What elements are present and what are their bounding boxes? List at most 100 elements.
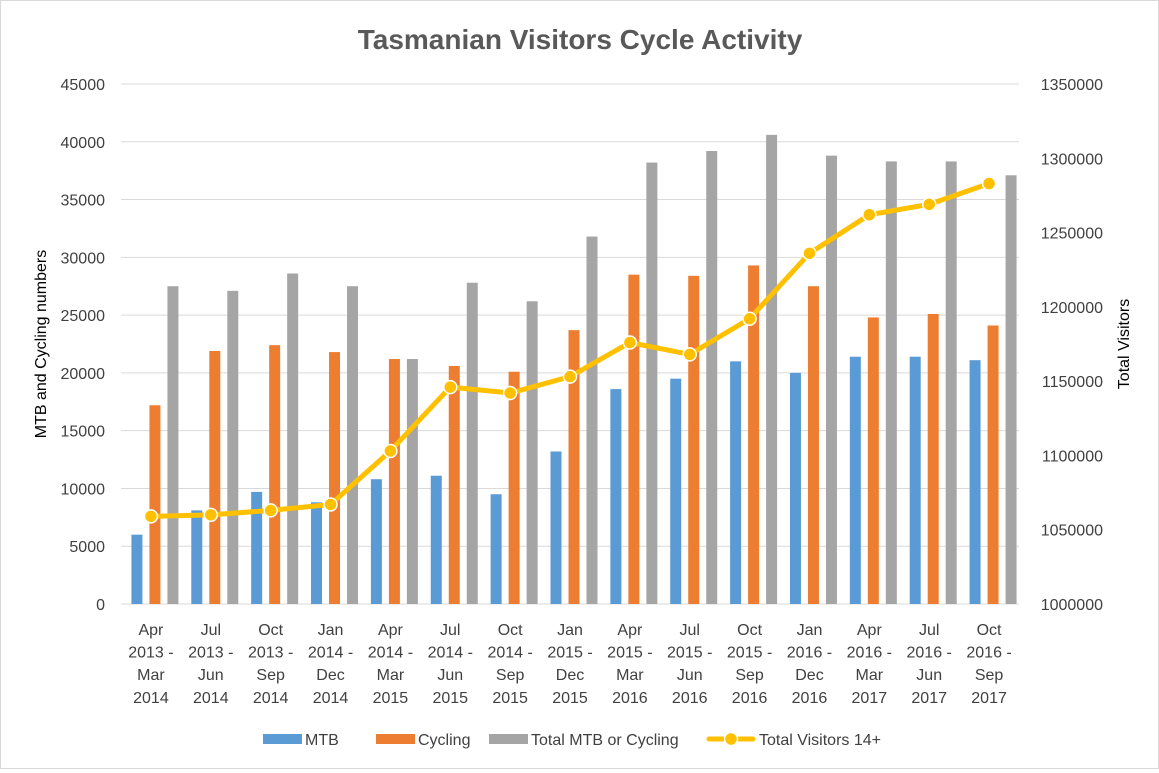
- category-label: Jul 2016 - Jun 2017: [907, 622, 952, 707]
- left-tick-label: 20000: [61, 366, 106, 383]
- category-label-line: 2014: [133, 690, 169, 707]
- right-tick-label: 1100000: [1042, 448, 1103, 465]
- category-label-line: 2015 -: [607, 645, 652, 662]
- category-label-line: Sep: [735, 667, 764, 684]
- legend-item: Cycling: [376, 732, 470, 749]
- right-axis-ticks: 1000000 1050000 1100000 1150000 1200000 12500…: [1041, 77, 1103, 614]
- bar: [670, 378, 682, 604]
- category-label: Apr 2014 - Mar 2015: [368, 622, 413, 707]
- bar: [885, 161, 897, 604]
- bar: [329, 352, 341, 604]
- legend-label: Cycling: [418, 732, 470, 749]
- bar: [945, 161, 957, 604]
- category-label-line: 2016 -: [787, 645, 832, 662]
- legend-swatch: [489, 734, 528, 744]
- bar: [347, 286, 359, 604]
- category-label-line: 2016: [612, 690, 648, 707]
- line-point: [203, 507, 219, 523]
- category-label-line: 2015: [552, 690, 588, 707]
- category-label-line: Dec: [795, 667, 823, 684]
- category-label: Jul 2013 - Jun 2014: [188, 622, 233, 707]
- left-tick-label: 30000: [61, 250, 106, 267]
- bar: [490, 494, 502, 604]
- bar: [568, 330, 580, 604]
- category-label-line: 2014 -: [308, 645, 353, 662]
- category-label-line: Jul: [440, 622, 460, 639]
- right-tick-label: 1300000: [1041, 151, 1103, 168]
- series-total-mtb-or-cycling: [167, 134, 1017, 605]
- line-point: [502, 385, 518, 401]
- category-label-line: Apr: [857, 622, 883, 639]
- bar: [849, 356, 861, 604]
- bar: [706, 151, 718, 604]
- left-tick-label: 5000: [69, 539, 105, 556]
- category-label-line: 2015: [432, 690, 468, 707]
- category-label-line: Apr: [378, 622, 404, 639]
- bar: [269, 345, 281, 604]
- left-tick-label: 45000: [61, 77, 106, 94]
- bar: [987, 325, 999, 604]
- legend-label: MTB: [305, 732, 339, 749]
- category-label-line: Jan: [797, 622, 823, 639]
- category-label-line: 2016: [672, 690, 708, 707]
- category-label-line: 2014: [253, 690, 289, 707]
- chart-title: Tasmanian Visitors Cycle Activity: [358, 24, 803, 55]
- bar: [969, 360, 981, 604]
- category-label-line: 2014 -: [487, 645, 532, 662]
- bar: [628, 274, 640, 604]
- bar: [131, 534, 143, 604]
- category-label-line: 2014: [313, 690, 349, 707]
- category-label-line: Sep: [975, 667, 1004, 684]
- line-point: [562, 369, 578, 384]
- category-label: Jul 2015 - Jun 2016: [667, 622, 712, 707]
- category-label-line: 2013 -: [248, 645, 293, 662]
- legend-swatch: [263, 734, 302, 744]
- category-label-line: 2015: [373, 690, 409, 707]
- category-label-line: Jun: [916, 667, 942, 684]
- right-tick-label: 1350000: [1041, 77, 1103, 94]
- category-label: Apr 2015 - Mar 2016: [607, 622, 652, 707]
- category-label: Jul 2014 - Jun 2015: [428, 622, 473, 707]
- category-label-line: Oct: [498, 622, 523, 639]
- category-label-line: Jun: [437, 667, 463, 684]
- category-label-line: 2016 -: [907, 645, 952, 662]
- legend: MTB Cycling Total MTB or Cycling Total Visi…: [263, 731, 881, 749]
- right-tick-label: 1150000: [1042, 374, 1103, 391]
- right-tick-label: 1050000: [1041, 523, 1103, 540]
- bar: [406, 359, 418, 604]
- right-tick-label: 1200000: [1041, 300, 1103, 317]
- bar: [688, 275, 700, 604]
- legend-label: Total MTB or Cycling: [531, 732, 679, 749]
- left-tick-label: 40000: [61, 135, 106, 152]
- bar: [550, 451, 562, 604]
- category-label-line: 2013 -: [188, 645, 233, 662]
- category-label: Apr 2016 - Mar 2017: [847, 622, 892, 707]
- line-series: [143, 176, 997, 524]
- bar: [730, 361, 742, 604]
- bar: [1005, 175, 1017, 605]
- bar: [748, 265, 760, 604]
- line-point: [143, 509, 159, 524]
- category-label-line: Apr: [617, 622, 643, 639]
- category-label: Oct 2013 - Sep 2014: [248, 622, 293, 707]
- bar: [466, 282, 478, 604]
- bar: [610, 389, 622, 604]
- category-label: Oct 2016 - Sep 2017: [966, 622, 1011, 707]
- legend-marker: [723, 731, 739, 747]
- category-label-line: 2017: [852, 690, 888, 707]
- bar: [227, 290, 239, 604]
- legend-swatch: [376, 734, 415, 744]
- right-tick-label: 1250000: [1041, 226, 1103, 243]
- category-label: Jan 2015 - Dec 2015: [547, 622, 592, 707]
- series-cycling: [149, 265, 999, 604]
- category-label-line: 2016: [792, 690, 828, 707]
- left-tick-label: 10000: [61, 481, 106, 498]
- category-label: Oct 2015 - Sep 2016: [727, 622, 772, 707]
- category-label-line: Jul: [680, 622, 700, 639]
- category-label-line: Jul: [201, 622, 221, 639]
- bar: [191, 510, 203, 604]
- bar: [209, 350, 221, 604]
- category-label: Apr 2013 - Mar 2014: [128, 622, 173, 707]
- category-label-line: 2015 -: [727, 645, 772, 662]
